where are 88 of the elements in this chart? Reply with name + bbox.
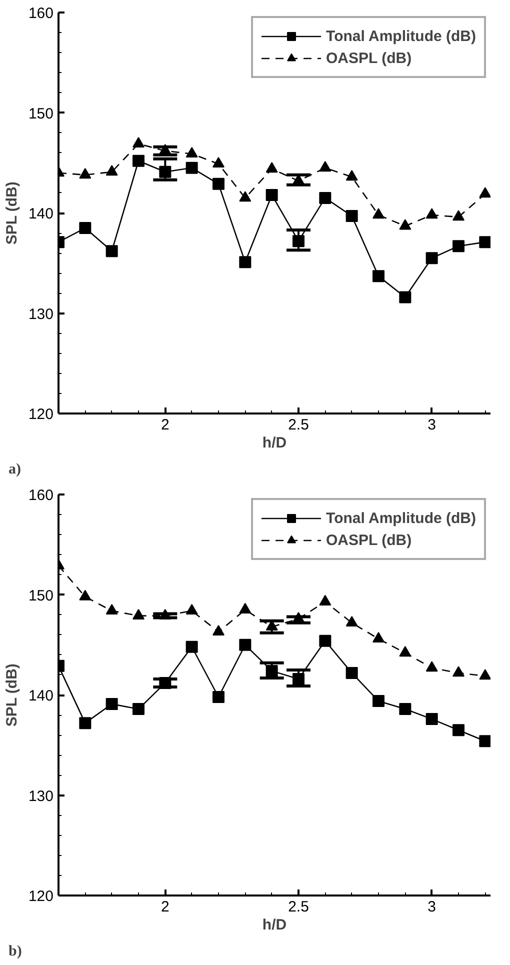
y-axis-title: SPL (dB) (3, 182, 20, 245)
point (239, 256, 252, 268)
x-axis-title: h/D (262, 916, 287, 934)
point (426, 661, 438, 672)
point (319, 634, 332, 647)
point (132, 154, 144, 167)
point (479, 236, 490, 248)
point (479, 735, 490, 748)
point (292, 612, 304, 622)
y-tick-label: 120 (28, 888, 54, 905)
text: b) (8, 944, 22, 960)
point (292, 235, 304, 248)
point (452, 210, 464, 221)
point (266, 664, 278, 677)
point (266, 162, 278, 173)
point (132, 136, 144, 148)
point (426, 252, 438, 264)
legend-label: OASPL (dB) (326, 50, 412, 66)
point (159, 166, 172, 178)
legend-label: Tonal Amplitude (dB) (326, 510, 476, 526)
x-tick-label: 2 (160, 416, 170, 434)
point (106, 604, 118, 614)
point (132, 703, 144, 716)
point (106, 165, 118, 176)
point (132, 608, 144, 620)
text: a) (8, 462, 21, 478)
point (372, 632, 384, 643)
y-tick-label: 140 (28, 206, 54, 222)
y-tick-label: 150 (28, 105, 54, 122)
y-tick-label: 150 (28, 587, 54, 604)
x-tick-label: 3 (428, 898, 436, 916)
point (452, 724, 464, 736)
point (159, 608, 172, 620)
point (159, 144, 172, 155)
legend-label: Tonal Amplitude (dB) (326, 28, 476, 44)
point (452, 666, 464, 677)
point (212, 178, 224, 190)
point (239, 638, 252, 651)
point (212, 157, 224, 168)
point (186, 640, 198, 653)
y-axis-title: SPL (dB) (3, 664, 20, 727)
point (319, 161, 332, 172)
x-tick-label: 3 (428, 416, 436, 434)
legend-label: OASPL (dB) (326, 532, 412, 548)
point (79, 168, 92, 179)
point (266, 188, 278, 201)
y-tick-label: 160 (28, 5, 54, 22)
point (399, 646, 412, 657)
point (186, 604, 198, 614)
point (479, 187, 490, 198)
y-tick-label: 140 (28, 688, 54, 704)
point (426, 208, 438, 219)
point (346, 616, 358, 626)
point (399, 703, 412, 716)
point (186, 147, 198, 158)
point (239, 602, 252, 614)
point (346, 170, 358, 181)
point (159, 676, 172, 689)
y-tick-label: 120 (28, 406, 54, 423)
x-tick-label: 2.5 (288, 898, 309, 916)
point (79, 590, 92, 600)
point (426, 713, 438, 726)
point (79, 222, 92, 234)
y-tick-label: 130 (28, 306, 54, 323)
point (186, 162, 198, 174)
point (452, 240, 464, 252)
point (106, 245, 118, 258)
point (106, 698, 118, 710)
point (372, 270, 384, 282)
point (292, 672, 304, 685)
point (212, 691, 224, 704)
y-tick-label: 130 (28, 788, 54, 805)
point (212, 624, 224, 636)
point (346, 210, 358, 222)
point (319, 192, 332, 204)
y-tick-label: 160 (28, 487, 54, 504)
point (399, 219, 412, 230)
point (372, 208, 384, 219)
point (346, 666, 358, 679)
point (319, 594, 332, 606)
point (479, 669, 490, 680)
x-axis-title: h/D (262, 434, 287, 452)
x-tick-label: 2 (160, 898, 170, 916)
point (399, 291, 412, 304)
point (239, 191, 252, 202)
x-tick-label: 2.5 (288, 416, 309, 434)
point (79, 717, 92, 730)
point (372, 695, 384, 708)
